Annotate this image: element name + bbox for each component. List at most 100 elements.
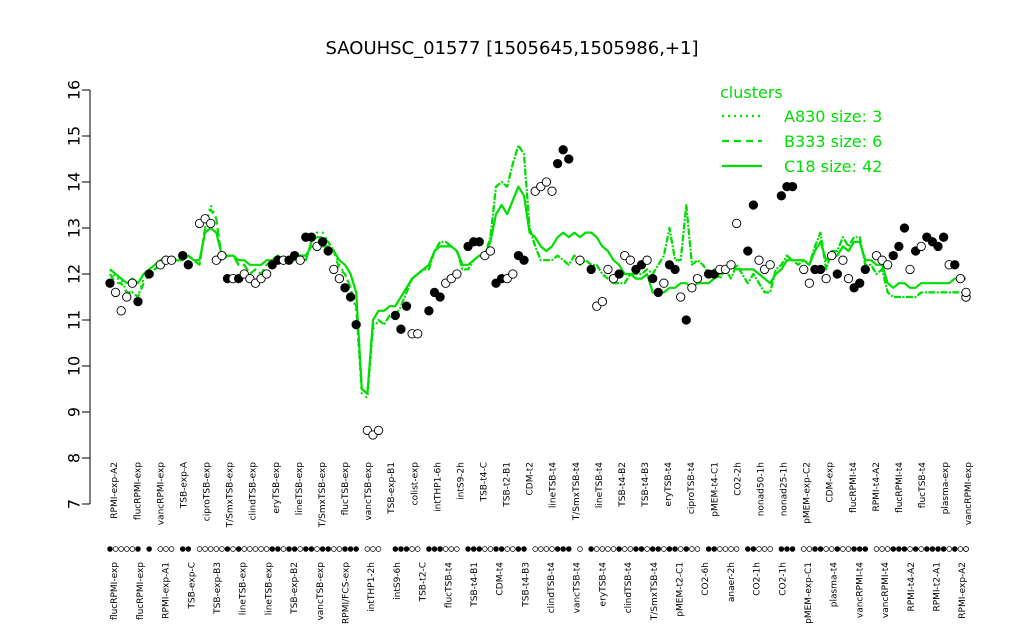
x-label-bottom: anaer-2h (727, 562, 737, 602)
x-label-top: RPMI-t4-A2 (872, 462, 882, 512)
strip-dot (319, 546, 326, 552)
strip-dot (940, 546, 947, 552)
data-point (821, 273, 831, 284)
x-label-bottom: RPMI/FCS-exp (341, 562, 351, 624)
data-point (614, 269, 624, 279)
strip-dot (263, 546, 270, 552)
data-point (217, 250, 227, 261)
data-point (687, 283, 697, 293)
x-label-top: TSB-t2-B1 (503, 462, 513, 508)
x-label-bottom: TSB-exp-B2 (290, 562, 300, 615)
data-point (351, 319, 361, 330)
data-point (178, 250, 188, 261)
strip-dot (862, 546, 869, 552)
strip-dot (605, 546, 611, 552)
strip-dot (856, 546, 863, 552)
x-label-bottom: CDM-t4 (496, 562, 506, 596)
strip-dot (756, 546, 762, 552)
strip-dot (308, 546, 315, 552)
x-label-bottom: RPMI-t2-A1 (932, 562, 942, 612)
data-point (625, 255, 635, 265)
strip-dot (207, 546, 214, 552)
strip-dot (560, 546, 566, 552)
x-label-bottom: eryTSB-t4 (598, 562, 608, 607)
strip-dot (851, 546, 857, 552)
strip-dot (789, 546, 796, 552)
strip-dot (347, 546, 354, 552)
strip-dot (728, 546, 734, 552)
strip-dot (834, 546, 841, 552)
data-point (754, 255, 764, 265)
data-point (373, 425, 384, 436)
x-label-bottom: flucTSB-t4 (444, 562, 454, 608)
strip-dot (235, 546, 242, 552)
series-line-solid (109, 185, 966, 395)
x-label-top: vancRPMI-exp (964, 462, 974, 526)
data-point (843, 273, 854, 284)
data-point (474, 237, 484, 247)
strip-dot (504, 546, 510, 552)
x-label-top: T/SmxTSB-exp (226, 462, 236, 529)
y-tick-label: 13 (65, 218, 84, 238)
data-point (345, 292, 356, 302)
data-point (122, 292, 132, 302)
x-label-top: ciproTSB-exp (202, 462, 212, 522)
strip-dot (224, 546, 231, 552)
strip-dot (291, 546, 298, 552)
strip-dot (924, 546, 930, 552)
data-point (804, 278, 814, 288)
strip-dot (828, 546, 835, 552)
strip-dot (465, 546, 471, 552)
data-point (116, 306, 126, 316)
strip-dot (689, 546, 695, 552)
x-label-top: vancTSB-exp (364, 462, 374, 521)
x-label-bottom: clindTSB-t4 (624, 562, 634, 614)
strip-dot (157, 546, 164, 552)
strip-dot (454, 546, 460, 552)
x-label-bottom: vancTSB-t4 (573, 562, 583, 614)
y-tick-label: 11 (65, 310, 84, 330)
data-point (206, 218, 216, 229)
data-point (905, 264, 915, 275)
strip-dot (135, 546, 141, 552)
data-point (396, 324, 406, 334)
x-label-top: lineTSB-t4 (595, 462, 605, 508)
data-point (183, 260, 193, 270)
data-point (340, 283, 350, 293)
y-tick-label: 9 (65, 407, 84, 417)
strip-dot (168, 546, 175, 552)
data-point (726, 260, 736, 270)
y-tick-label: 15 (65, 126, 84, 146)
data-point (676, 292, 686, 302)
data-point (648, 273, 658, 284)
strip-dot (493, 546, 499, 552)
strip-dot (599, 546, 606, 552)
x-label-top: RPMI-exp-A2 (110, 462, 120, 519)
strip-dot (649, 546, 656, 552)
strip-dot (549, 546, 555, 552)
data-point (519, 255, 529, 265)
strip-dot (342, 546, 348, 552)
strip-dot (515, 546, 522, 552)
x-label-top: CO2-2h (733, 462, 743, 496)
x-label-top: intS9-2h (456, 462, 466, 500)
chart-title: SAOUHSC_01577 [1505645,1505986,+1] (326, 38, 699, 59)
strip-dot (437, 546, 443, 552)
data-point (827, 250, 837, 261)
data-point (144, 269, 154, 279)
data-point (435, 292, 445, 302)
strip-dot (711, 546, 717, 552)
strip-dot (840, 546, 846, 552)
x-label-top: lineTSB-t4 (549, 462, 559, 508)
data-point (110, 287, 121, 298)
strip-dot (392, 546, 399, 552)
x-label-top: CDM-exp (826, 462, 836, 503)
strip-dot (873, 546, 880, 552)
data-point (938, 232, 949, 242)
strip-dot (403, 546, 410, 552)
data-point (127, 278, 138, 288)
strip-dot (297, 546, 303, 552)
x-label-bottom: flucRPMI-exp (110, 562, 120, 620)
strip-dot (633, 546, 639, 552)
